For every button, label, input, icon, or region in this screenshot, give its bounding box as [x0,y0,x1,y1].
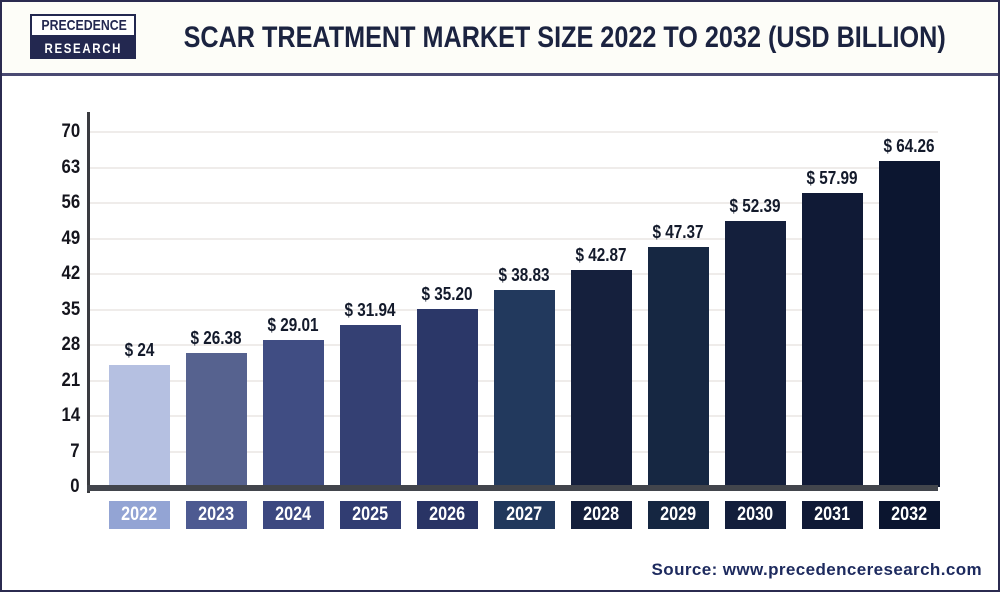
x-axis-category-box: 2030 [725,501,786,529]
bar-value-text: $ 35.20 [421,283,474,304]
logo-line2: RESEARCH [30,37,136,59]
y-tick-text: 28 [61,334,80,355]
source-text: Source: www.precedenceresearch.com [651,560,982,579]
x-category-text: 2024 [275,504,312,525]
gridline [90,131,938,134]
bar-value-label: $ 47.37 [631,220,726,244]
bar [725,221,786,487]
y-axis-tick-label: 35 [2,299,80,321]
bar-value-text: $ 57.99 [806,168,859,188]
x-category-text: 2023 [198,504,235,525]
bar [186,353,247,487]
x-axis-baseline [87,485,938,491]
x-axis-category-box: 2031 [802,501,863,529]
y-tick-text: 56 [61,192,80,214]
y-tick-text: 21 [61,369,80,391]
y-tick-text: 63 [61,156,80,178]
bar [417,308,478,487]
x-axis-category-box: 2024 [263,501,324,529]
x-category-text: 2031 [814,504,851,525]
title-wrap: SCAR TREATMENT MARKET SIZE 2022 TO 2032 … [142,2,988,73]
x-axis-category-box: 2029 [648,501,709,529]
y-axis-line [87,112,90,493]
y-tick-text: 42 [61,263,80,285]
bar [648,246,709,487]
y-axis-tick-label: 70 [2,121,80,143]
logo-line1-text: PRECEDENCE [41,17,127,34]
y-axis-tick-label: 0 [2,476,80,498]
bar-value-label: $ 29.01 [246,313,341,337]
x-axis-category-box: 2027 [494,501,555,529]
x-category-text: 2026 [429,504,466,525]
footer: Source: www.precedenceresearch.com [652,560,982,580]
bar-value-text: $ 38.83 [498,265,551,286]
y-axis-tick-label: 7 [2,441,80,463]
y-tick-text: 49 [61,227,80,249]
bar-value-label: $ 24 [92,338,187,362]
gridline [90,166,938,169]
y-tick-text: 0 [70,476,80,497]
y-axis-tick-label: 49 [2,228,80,250]
x-category-text: 2029 [660,504,697,525]
gridline [90,237,938,240]
bar-value-label: $ 35.20 [400,282,495,306]
x-category-text: 2027 [506,504,543,525]
bar [494,290,555,487]
chart-title: SCAR TREATMENT MARKET SIZE 2022 TO 2032 … [183,20,947,54]
bar-value-text: $ 47.37 [652,221,705,242]
gridline [90,273,938,276]
bar-value-text: $ 26.38 [190,328,243,349]
y-axis-tick-label: 56 [2,192,80,214]
bar-value-label: $ 42.87 [554,243,649,267]
x-category-text: 2022 [121,504,158,525]
bar [571,269,632,487]
y-axis-tick-label: 28 [2,334,80,356]
bar-value-label: $ 57.99 [785,166,880,190]
precedence-research-logo: PRECEDENCE RESEARCH [30,14,136,59]
x-axis-category-box: 2032 [879,501,940,529]
y-tick-text: 70 [61,121,80,143]
x-axis-category-box: 2022 [109,501,170,529]
bar-value-label: $ 31.94 [323,298,418,322]
gridline [90,202,938,205]
bar-value-text: $ 64.26 [883,136,936,157]
bar-value-label: $ 26.38 [169,326,264,350]
bar-value-label: $ 52.39 [708,194,803,218]
y-tick-text: 7 [70,440,80,462]
y-axis-tick-label: 63 [2,157,80,179]
bar-value-label: $ 38.83 [477,263,572,287]
bar-value-text: $ 42.87 [575,244,628,265]
bar-value-text: $ 24 [124,340,155,361]
y-tick-text: 14 [61,405,80,426]
bar [879,161,940,487]
x-axis-category-box: 2025 [340,501,401,529]
y-axis-tick-label: 42 [2,263,80,285]
bar-value-label: $ 64.26 [862,134,957,158]
y-axis-tick-label: 14 [2,405,80,427]
bar [802,193,863,487]
x-axis-category-box: 2026 [417,501,478,529]
header: PRECEDENCE RESEARCH SCAR TREATMENT MARKE… [2,2,998,76]
x-category-text: 2028 [583,504,620,525]
logo-line1: PRECEDENCE [30,14,136,37]
bar-value-text: $ 52.39 [729,196,782,217]
x-axis-category-box: 2023 [186,501,247,529]
bar [263,339,324,487]
x-axis-category-box: 2028 [571,501,632,529]
bar-value-text: $ 29.01 [267,314,320,335]
bar-value-text: $ 31.94 [344,300,397,321]
x-category-text: 2030 [737,504,774,525]
bar [340,325,401,487]
y-tick-text: 35 [61,298,80,320]
x-category-text: 2025 [352,504,389,525]
logo-line2-text: RESEARCH [44,40,122,56]
x-category-text: 2032 [891,504,928,525]
bar [109,365,170,487]
y-axis-tick-label: 21 [2,370,80,392]
